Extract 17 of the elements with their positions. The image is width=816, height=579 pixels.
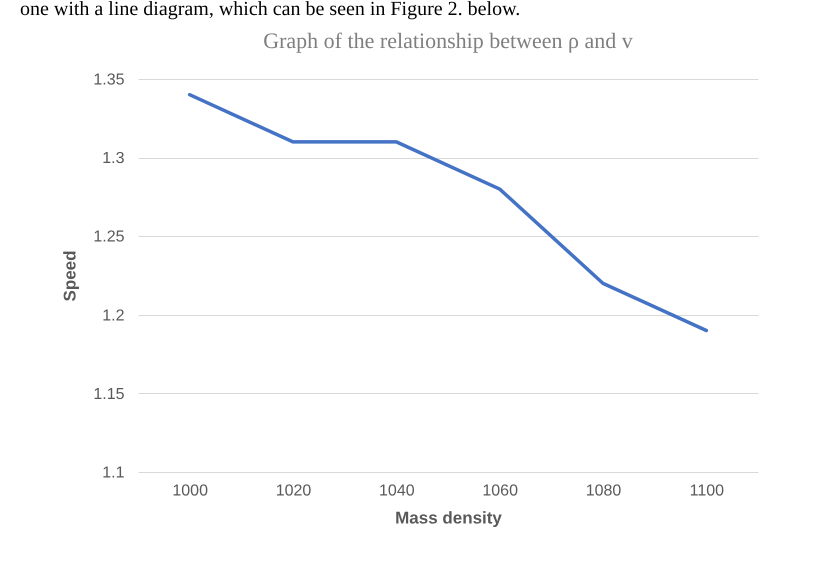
y-tick-label: 1.35 [93, 72, 125, 88]
x-tick-label: 1080 [586, 482, 622, 500]
y-tick-label: 1.1 [102, 464, 125, 482]
y-tick-label: 1.3 [102, 150, 125, 168]
x-tick-label: 1000 [172, 482, 208, 500]
x-axis-title: Mass density [395, 508, 502, 528]
y-tick-label: 1.2 [102, 307, 125, 324]
y-axis-title: Speed [60, 250, 80, 302]
y-tick-label: 1.15 [93, 386, 125, 403]
x-tick-label: 1060 [482, 482, 518, 500]
chart-title: Graph of the relationship between ρ and v [263, 28, 633, 53]
x-tick-label: 1020 [276, 482, 312, 500]
y-tick-label: 1.25 [93, 228, 125, 246]
x-tick-label: 1040 [379, 482, 415, 500]
x-tick-label: 1100 [690, 482, 724, 500]
text: one with a line diagram, which can be seen in Figure 2. below. [19, 0, 522, 20]
line-series [188, 92, 708, 332]
